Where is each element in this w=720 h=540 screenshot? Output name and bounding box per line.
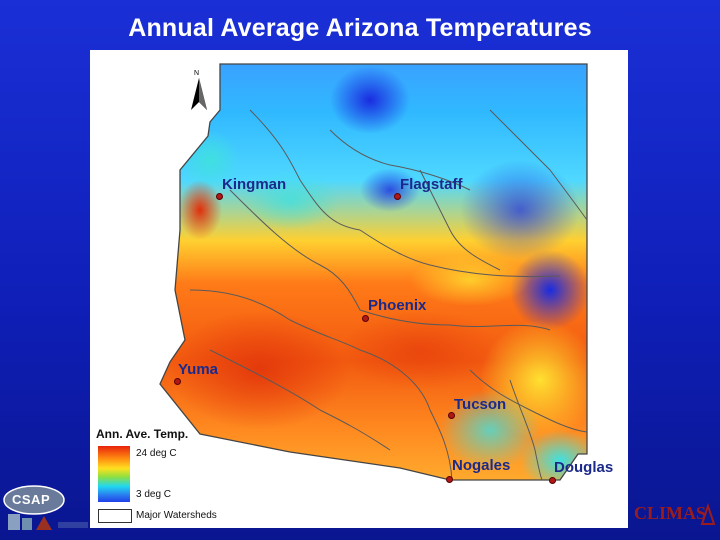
tucson-marker [448,412,455,419]
watershed-swatch [98,509,132,523]
temperature-color-ramp [98,446,130,502]
legend-high-label: 24 deg C [136,448,177,459]
kingman-marker [216,193,223,200]
nogales-marker [446,476,453,483]
legend-low-label: 3 deg C [136,489,172,500]
map-legend: Ann. Ave. Temp. 24 deg C 3 deg C Major W… [96,426,236,528]
north-arrow-icon [191,78,207,110]
slide-title: Annual Average Arizona Temperatures [128,14,592,42]
watershed-boundaries [159,63,588,481]
douglas-marker [549,477,556,484]
phoenix-marker [362,315,369,322]
city-label-flagstaff: Flagstaff [400,176,463,193]
arizona-temperature-map [159,63,588,481]
flagstaff-marker [394,193,401,200]
city-label-nogales: Nogales [452,457,511,474]
north-label: N [194,70,200,77]
csap-logo [3,485,88,530]
legend-watersheds-label: Major Watersheds [136,510,217,521]
climas-logo [700,502,716,525]
city-label-phoenix: Phoenix [368,297,427,314]
city-label-kingman: Kingman [222,176,287,193]
climas-logo-text: CLIMAS [634,503,707,523]
csap-logo-text: CSAP [12,492,51,507]
city-label-douglas: Douglas [554,459,614,476]
legend-title: Ann. Ave. Temp. [96,427,189,441]
yuma-marker [174,378,181,385]
city-label-yuma: Yuma [178,361,219,378]
map-panel: N Kingman Flagstaff Phoenix Yuma Tucson … [90,50,628,528]
city-label-tucson: Tucson [454,396,507,413]
